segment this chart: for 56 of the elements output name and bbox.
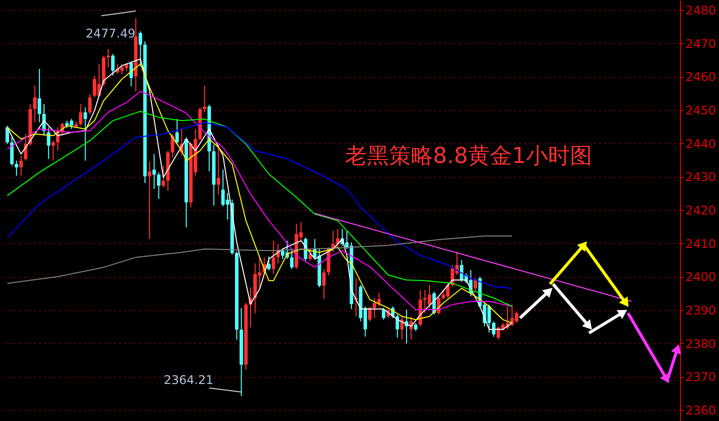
line-series	[6, 236, 513, 284]
candlestick	[372, 298, 376, 318]
candlestick	[152, 154, 156, 190]
candlestick	[272, 240, 276, 274]
candlestick	[514, 310, 518, 324]
candlestick	[377, 292, 381, 307]
candlestick	[148, 160, 152, 240]
text: 老黑策略8.8黄金1小时图	[345, 144, 592, 169]
candlestick	[38, 68, 42, 123]
y-tick-label: 2390	[686, 304, 716, 318]
candlestick	[175, 118, 179, 144]
candlestick	[10, 136, 14, 166]
candlestick	[106, 48, 110, 68]
annotation: 2364.21	[164, 372, 214, 387]
candlestick	[290, 250, 294, 270]
candlestick	[202, 85, 206, 113]
candlestick	[382, 308, 386, 320]
y-tick-label: 2450	[686, 104, 716, 118]
candlestick	[396, 314, 400, 338]
y-tick-label: 2430	[686, 170, 716, 184]
y-tick-label: 2380	[686, 336, 716, 351]
candlestick	[156, 172, 160, 200]
candlestick	[78, 104, 82, 126]
candlestick	[170, 134, 174, 158]
candlestick	[33, 85, 37, 123]
candlestick	[368, 306, 372, 322]
candlestick	[88, 94, 92, 114]
y-tick-label: 2470	[686, 36, 716, 51]
candlestick	[111, 54, 115, 76]
candlestick	[46, 126, 50, 160]
candlestick	[162, 165, 166, 188]
candlestick	[138, 30, 142, 67]
y-tick-label: 2460	[686, 70, 716, 84]
candlestick	[129, 60, 133, 87]
candlestick	[492, 320, 496, 338]
candlestick	[19, 155, 23, 176]
y-tick-label: 2410	[686, 236, 716, 251]
candlestick	[308, 248, 312, 262]
y-tick-label: 2360	[686, 404, 716, 418]
y-tick-label: 2400	[686, 270, 716, 284]
candlestick	[423, 290, 427, 314]
candlestick	[496, 326, 500, 340]
candlestick	[267, 256, 271, 272]
candlestick	[14, 160, 18, 176]
candlestick	[400, 316, 404, 340]
candlestick	[84, 106, 88, 162]
y-tick-label: 2370	[686, 370, 716, 384]
y-tick-label: 2420	[686, 204, 716, 218]
candlestick	[322, 268, 326, 300]
candlestick	[6, 125, 10, 144]
annotation: 2477.49	[86, 26, 136, 41]
candlestick	[487, 304, 491, 334]
y-tick-label: 2480	[686, 4, 716, 18]
y-tick-label: 2440	[686, 136, 716, 151]
candlestick	[216, 144, 220, 196]
candlestick	[474, 278, 478, 292]
